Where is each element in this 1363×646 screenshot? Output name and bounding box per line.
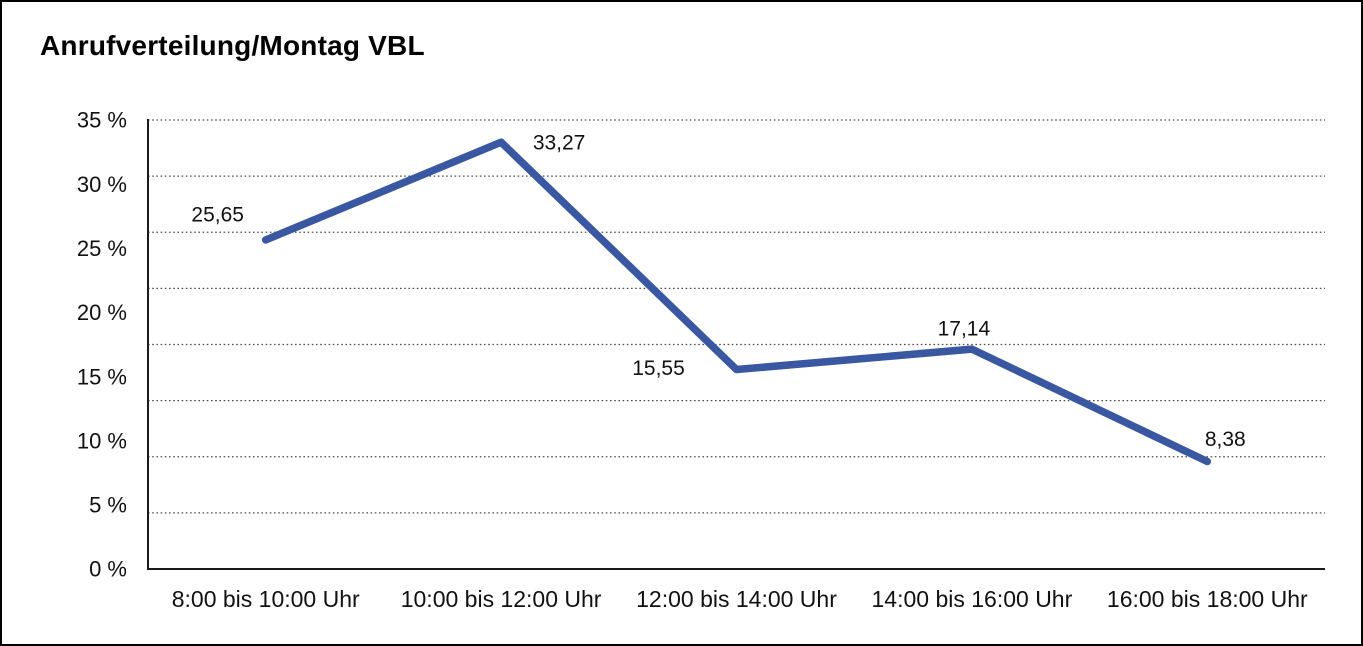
series-line: [261, 138, 1212, 466]
y-tick-label: 35 %: [77, 108, 127, 133]
x-tick-label: 8:00 bis 10:00 Uhr: [172, 586, 360, 612]
y-tick-label: 25 %: [77, 236, 127, 261]
data-label: 8,38: [1205, 428, 1246, 451]
y-tick-label: 15 %: [77, 364, 127, 389]
data-label: 15,55: [632, 357, 685, 380]
y-tick-label: 5 %: [89, 493, 127, 518]
x-tick-label: 12:00 bis 14:00 Uhr: [636, 586, 837, 612]
chart-title: Anrufverteilung/Montag VBL: [40, 30, 425, 61]
data-label: 17,14: [938, 317, 991, 340]
y-tick-label: 30 %: [77, 172, 127, 197]
y-tick-label: 10 %: [77, 428, 127, 453]
x-tick-label: 16:00 bis 18:00 Uhr: [1107, 586, 1308, 612]
y-tick-label: 20 %: [77, 300, 127, 325]
x-tick-label: 10:00 bis 12:00 Uhr: [401, 586, 602, 612]
y-tick-label: 0 %: [89, 557, 127, 582]
data-label: 33,27: [533, 132, 586, 155]
data-label: 25,65: [191, 203, 244, 226]
x-tick-label: 14:00 bis 16:00 Uhr: [872, 586, 1073, 612]
